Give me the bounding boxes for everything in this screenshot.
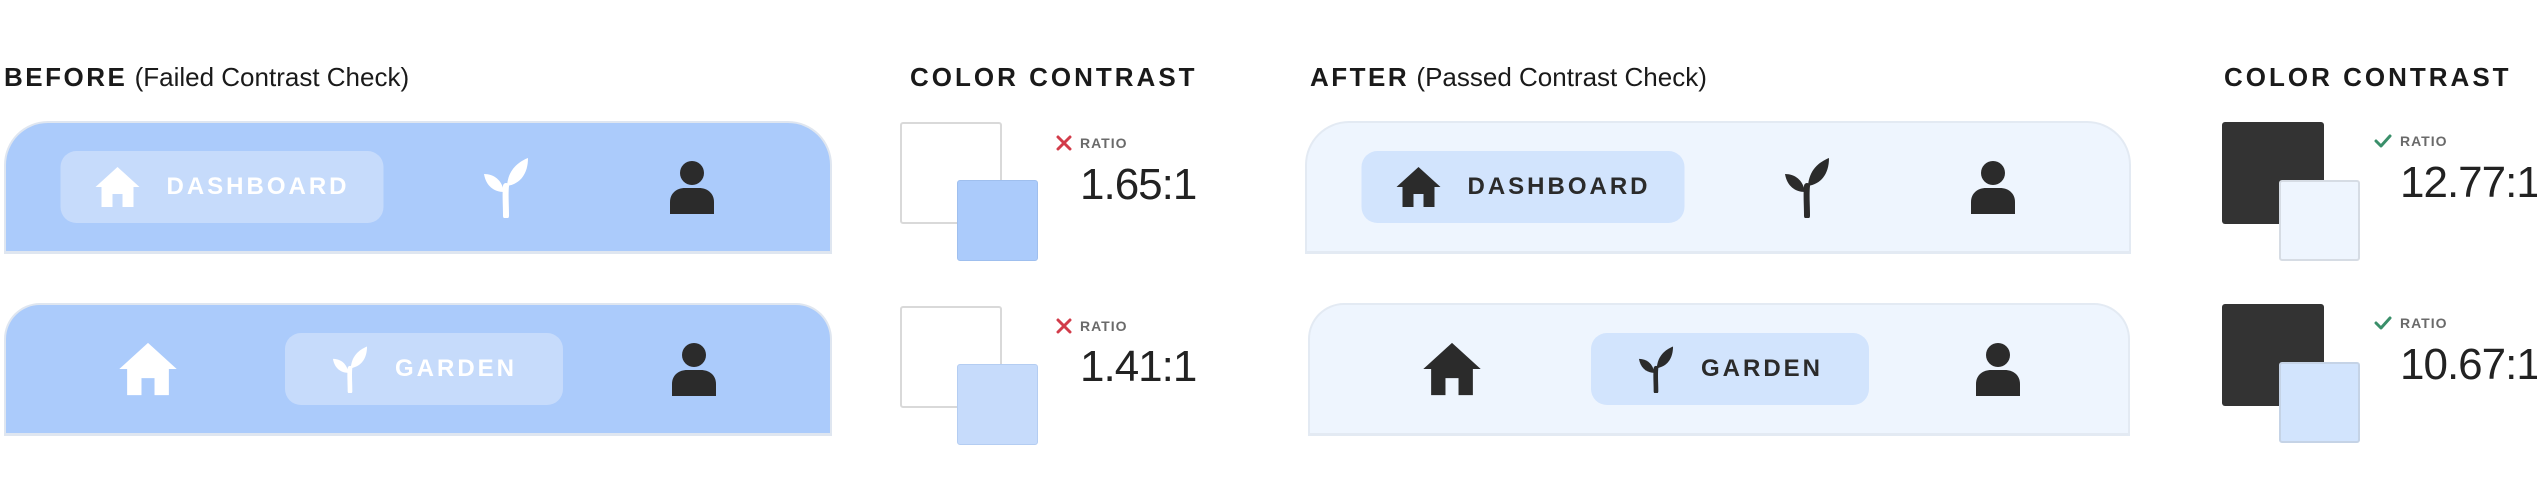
before-contrast-swatch-1 [900,122,1040,262]
after-color-contrast-title: COLOR CONTRAST [2224,62,2512,92]
nav-tab-label: GARDEN [394,355,518,382]
nav-tab-label: GARDEN [1700,355,1824,382]
nav-tab-profile[interactable] [1975,342,2021,396]
before-contrast-swatch-2 [900,306,1040,446]
before-ratio-1: 1.65:1 [1080,160,1197,209]
nav-tab-profile[interactable] [671,342,717,396]
nav-tab-profile[interactable] [669,160,715,214]
swatch-foreground [2279,362,2360,443]
user-icon [671,342,717,396]
swatch-foreground [2279,180,2360,261]
after-ratio-1: 12.77:1 [2400,158,2537,207]
after-heading: AFTER (Passed Contrast Check) [1310,62,1707,93]
nav-tab-label: DASHBOARD [166,173,350,200]
after-heading-strong: AFTER [1310,62,1410,92]
after-heading-light: (Passed Contrast Check) [1416,62,1707,92]
user-icon [1975,342,2021,396]
status-label: RATIO [2400,133,2448,149]
x-icon [1056,135,1072,151]
after-ratio-2: 10.67:1 [2400,340,2537,389]
before-ratio-2: 1.41:1 [1080,342,1197,391]
after-contrast-swatch-2 [2222,304,2362,444]
nav-tab-dashboard[interactable]: DASHBOARD [60,151,384,223]
nav-tab-dashboard[interactable]: DASHBOARD [1361,151,1685,223]
sprout-icon [482,156,530,218]
swatch-foreground [957,180,1038,261]
before-nav-bar-garden: GARDEN [4,303,832,436]
swatch-background [900,306,1002,408]
before-status-1: RATIO [1056,135,1128,151]
sprout-icon [1783,156,1831,218]
x-icon [1056,318,1072,334]
nav-tab-label: DASHBOARD [1467,173,1651,200]
nav-tab-profile[interactable] [1970,160,2016,214]
check-icon [2374,316,2392,330]
user-icon [1970,160,2016,214]
nav-tab-dashboard[interactable] [1422,341,1482,397]
nav-tab-garden[interactable]: GARDEN [1590,333,1870,405]
check-icon [2374,134,2392,148]
status-label: RATIO [1080,318,1128,334]
home-icon [1422,341,1482,397]
swatch-background [900,122,1002,224]
status-label: RATIO [1080,135,1128,151]
home-icon [118,341,178,397]
after-status-2: RATIO [2374,315,2448,331]
after-nav-bar-dashboard: DASHBOARD [1305,121,2131,254]
before-heading-light: (Failed Contrast Check) [134,62,410,92]
before-heading-strong: BEFORE [4,62,128,92]
sprout-icon [331,345,369,393]
before-status-2: RATIO [1056,318,1128,334]
user-icon [669,160,715,214]
after-status-1: RATIO [2374,133,2448,149]
sprout-icon [1637,345,1675,393]
before-color-contrast-title: COLOR CONTRAST [910,62,1198,92]
status-label: RATIO [2400,315,2448,331]
nav-tab-garden[interactable]: GARDEN [284,333,564,405]
before-nav-bar-dashboard: DASHBOARD [4,121,832,254]
nav-tab-garden[interactable] [1783,156,1831,218]
after-contrast-swatch-1 [2222,122,2362,262]
home-icon [1396,166,1442,208]
swatch-foreground [957,364,1038,445]
nav-tab-dashboard[interactable] [118,341,178,397]
home-icon [95,166,141,208]
nav-tab-garden[interactable] [482,156,530,218]
after-nav-bar-garden: GARDEN [1308,303,2130,436]
before-heading: BEFORE (Failed Contrast Check) [4,62,409,93]
